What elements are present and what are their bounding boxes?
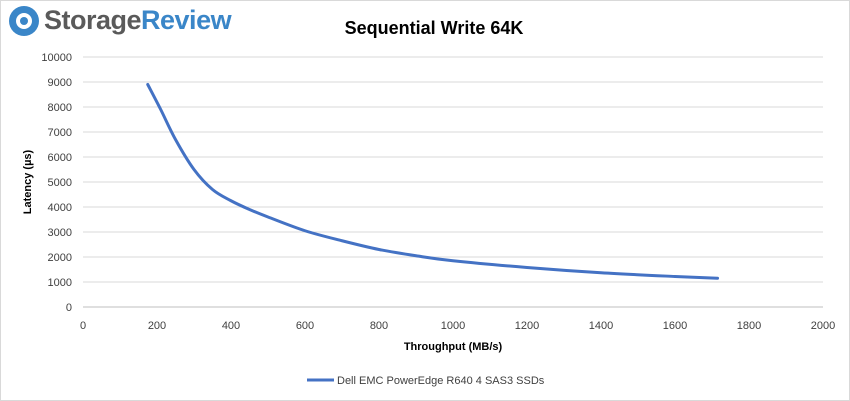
chart-title: Sequential Write 64K [345, 18, 524, 38]
logo-text-accent: Review [141, 5, 232, 35]
x-tick-label: 2000 [811, 320, 835, 332]
legend-label: Dell EMC PowerEdge R640 4 SAS3 SSDs [337, 375, 545, 387]
y-tick-label: 6000 [48, 152, 72, 164]
x-tick-label: 200 [148, 320, 166, 332]
storagereview-logo: StorageReview [9, 5, 232, 36]
x-tick-label: 1000 [441, 320, 465, 332]
x-axis-label: Throughput (MB/s) [404, 341, 503, 353]
logo-mark-icon [9, 5, 39, 36]
y-axis-label: Latency (µs) [22, 149, 34, 214]
y-tick-label: 9000 [48, 77, 72, 89]
x-tick-label: 0 [80, 320, 86, 332]
x-tick-label: 1400 [589, 320, 613, 332]
legend: Dell EMC PowerEdge R640 4 SAS3 SSDs [307, 375, 545, 387]
y-tick-label: 5000 [48, 177, 72, 189]
y-tick-label: 2000 [48, 252, 72, 264]
y-tick-label: 3000 [48, 227, 72, 239]
x-tick-label: 400 [222, 320, 240, 332]
y-tick-label: 0 [66, 302, 72, 314]
grid [83, 56, 823, 283]
x-tick-label: 1600 [663, 320, 687, 332]
series-line [146, 83, 720, 280]
x-tick-label: 600 [296, 320, 314, 332]
logo-text-main: Storage [44, 5, 142, 35]
y-tick-label: 10000 [41, 52, 72, 64]
x-tick-label: 1200 [515, 320, 539, 332]
x-tick-label: 1800 [737, 320, 761, 332]
x-tick-label: 800 [370, 320, 388, 332]
logo-text: StorageReview [44, 5, 232, 36]
y-tick-label: 8000 [48, 102, 72, 114]
y-tick-label: 4000 [48, 202, 72, 214]
y-tick-label: 1000 [48, 277, 72, 289]
y-tick-labels: 0 1000 2000 3000 4000 5000 6000 7000 8000 9000 100… [41, 52, 72, 314]
y-tick-label: 7000 [48, 127, 72, 139]
x-tick-labels: 0 200 400 600 800 1000 1200 1400 1600 1800 2000 [80, 320, 835, 332]
